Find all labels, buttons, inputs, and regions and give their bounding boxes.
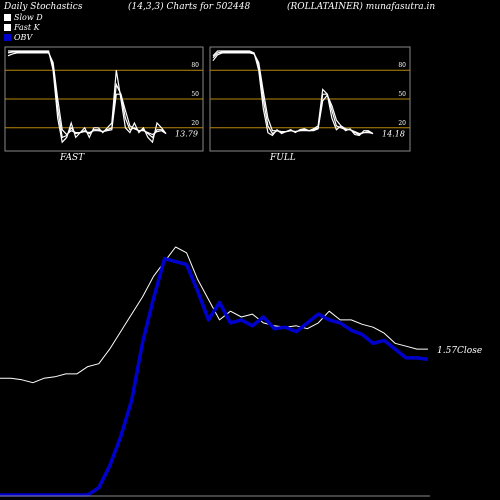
panel-title: FAST <box>59 153 85 163</box>
stochastic-panel-fast <box>4 46 204 152</box>
level-tick-label: 50 <box>191 91 199 98</box>
legend-swatch <box>4 24 11 31</box>
level-tick-label: 20 <box>398 120 406 127</box>
panel-title: FULL <box>269 153 296 163</box>
legend-label: OBV <box>14 33 33 42</box>
level-tick-label: 80 <box>398 62 406 69</box>
level-tick-label: 80 <box>191 62 199 69</box>
obv-line <box>0 256 429 497</box>
stochastic-line-2 <box>212 52 374 135</box>
stochastic-panel-full <box>209 46 411 152</box>
legend-obv: OBV <box>4 33 32 42</box>
level-tick-label: 50 <box>398 91 406 98</box>
legend-swatch <box>4 34 11 41</box>
header-middle: (14,3,3) Charts for 502448 <box>128 2 251 12</box>
last-value-label: 13.79 <box>175 130 198 139</box>
legend-label: Fast K <box>14 23 40 32</box>
header-right: (ROLLATAINER) munafasutra.in <box>287 2 436 12</box>
legend-slow-d: Slow D <box>4 13 43 22</box>
header-left: Daily Stochastics <box>4 2 83 12</box>
close-line <box>0 246 428 384</box>
level-tick-label: 20 <box>191 120 199 127</box>
stochastic-line-2 <box>7 52 167 136</box>
legend-swatch <box>4 14 11 21</box>
last-value-label: 14.18 <box>382 130 405 139</box>
legend-fast-k: Fast K <box>4 23 40 32</box>
close-label: 1.57Close <box>437 346 482 356</box>
legend-label: Slow D <box>14 13 43 22</box>
